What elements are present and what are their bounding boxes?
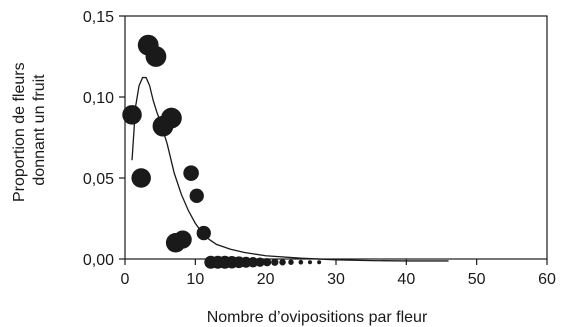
y-tick-label: 0,00 — [83, 252, 114, 269]
data-point — [122, 105, 142, 125]
x-tick-label: 60 — [538, 271, 556, 288]
x-tick-label: 0 — [121, 271, 130, 288]
data-point — [183, 165, 199, 181]
x-tick-label: 50 — [468, 271, 486, 288]
y-axis-label-line-2: donnant un fruit — [31, 74, 48, 186]
data-point — [279, 258, 286, 266]
fit-curve-group — [131, 76, 449, 262]
data-point — [145, 46, 167, 67]
data-point — [196, 225, 211, 241]
data-point — [173, 230, 192, 249]
y-axis-label-line-1: Proportion de fleurs — [11, 62, 28, 202]
y-axis-label: Proportion de fleurs donnant un fruit — [11, 58, 48, 202]
data-point — [189, 188, 204, 203]
x-axis-ticks: 0 10 20 30 40 50 60 — [121, 259, 556, 288]
x-tick-label: 30 — [327, 271, 345, 288]
data-point — [255, 257, 265, 267]
data-point — [298, 259, 304, 265]
y-tick-label: 0,15 — [83, 9, 114, 26]
data-point — [131, 168, 151, 188]
data-point — [262, 258, 272, 267]
x-tick-label: 10 — [186, 271, 204, 288]
fit-curve-line — [131, 76, 449, 262]
plot-area-border — [124, 15, 548, 260]
data-point — [288, 259, 294, 265]
plot-frame — [124, 15, 548, 260]
data-point — [271, 258, 279, 266]
y-tick-label: 0,05 — [83, 171, 114, 188]
y-axis-ticks: 0,00 0,05 0,10 0,15 — [83, 9, 125, 269]
data-point — [247, 257, 259, 268]
data-point — [161, 107, 182, 129]
y-tick-label: 0,10 — [83, 90, 114, 107]
data-point — [307, 260, 312, 265]
x-tick-label: 40 — [397, 271, 415, 288]
data-points — [122, 34, 322, 269]
x-axis-label: Nombre d’ovipositions par fleur — [207, 309, 428, 326]
data-point — [317, 260, 322, 265]
x-tick-label: 20 — [257, 271, 275, 288]
